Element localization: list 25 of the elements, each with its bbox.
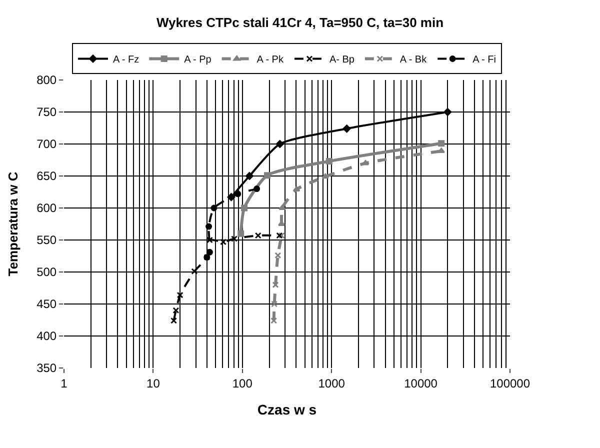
y-tick-label: 550 bbox=[36, 233, 57, 248]
x-tick-label: 10000 bbox=[404, 376, 438, 390]
x-tick-label: 100 bbox=[232, 376, 253, 390]
legend-label: A - Fi bbox=[472, 54, 496, 66]
x-tick-label: 1 bbox=[60, 376, 68, 390]
legend-label: A- Bp bbox=[329, 54, 355, 66]
x-tick-label: 100000 bbox=[490, 376, 530, 390]
legend-label: A - Fz bbox=[113, 54, 140, 66]
y-tick-label: 400 bbox=[36, 329, 57, 344]
x-tick-label: 1000 bbox=[318, 376, 346, 390]
y-tick-label: 750 bbox=[36, 105, 57, 120]
y-tick-label: 800 bbox=[36, 73, 57, 88]
legend-label: A - Bk bbox=[400, 54, 428, 66]
y-axis-title: Temperatura w C bbox=[6, 171, 21, 276]
y-tick-label: 350 bbox=[36, 361, 57, 376]
legend-label: A - Pk bbox=[256, 54, 284, 66]
x-axis-title: Czas w s bbox=[257, 402, 317, 418]
y-tick-label: 450 bbox=[36, 297, 57, 312]
y-tick-label: 650 bbox=[36, 169, 57, 184]
y-tick-label: 500 bbox=[36, 265, 57, 280]
y-tick-label: 700 bbox=[36, 137, 57, 152]
chart-title: Wykres CTPc stali 41Cr 4, Ta=950 C, ta=30 min bbox=[156, 15, 444, 30]
legend-label: A - Pp bbox=[184, 54, 212, 66]
y-tick-label: 600 bbox=[36, 201, 57, 216]
x-tick-label: 10 bbox=[146, 376, 160, 390]
